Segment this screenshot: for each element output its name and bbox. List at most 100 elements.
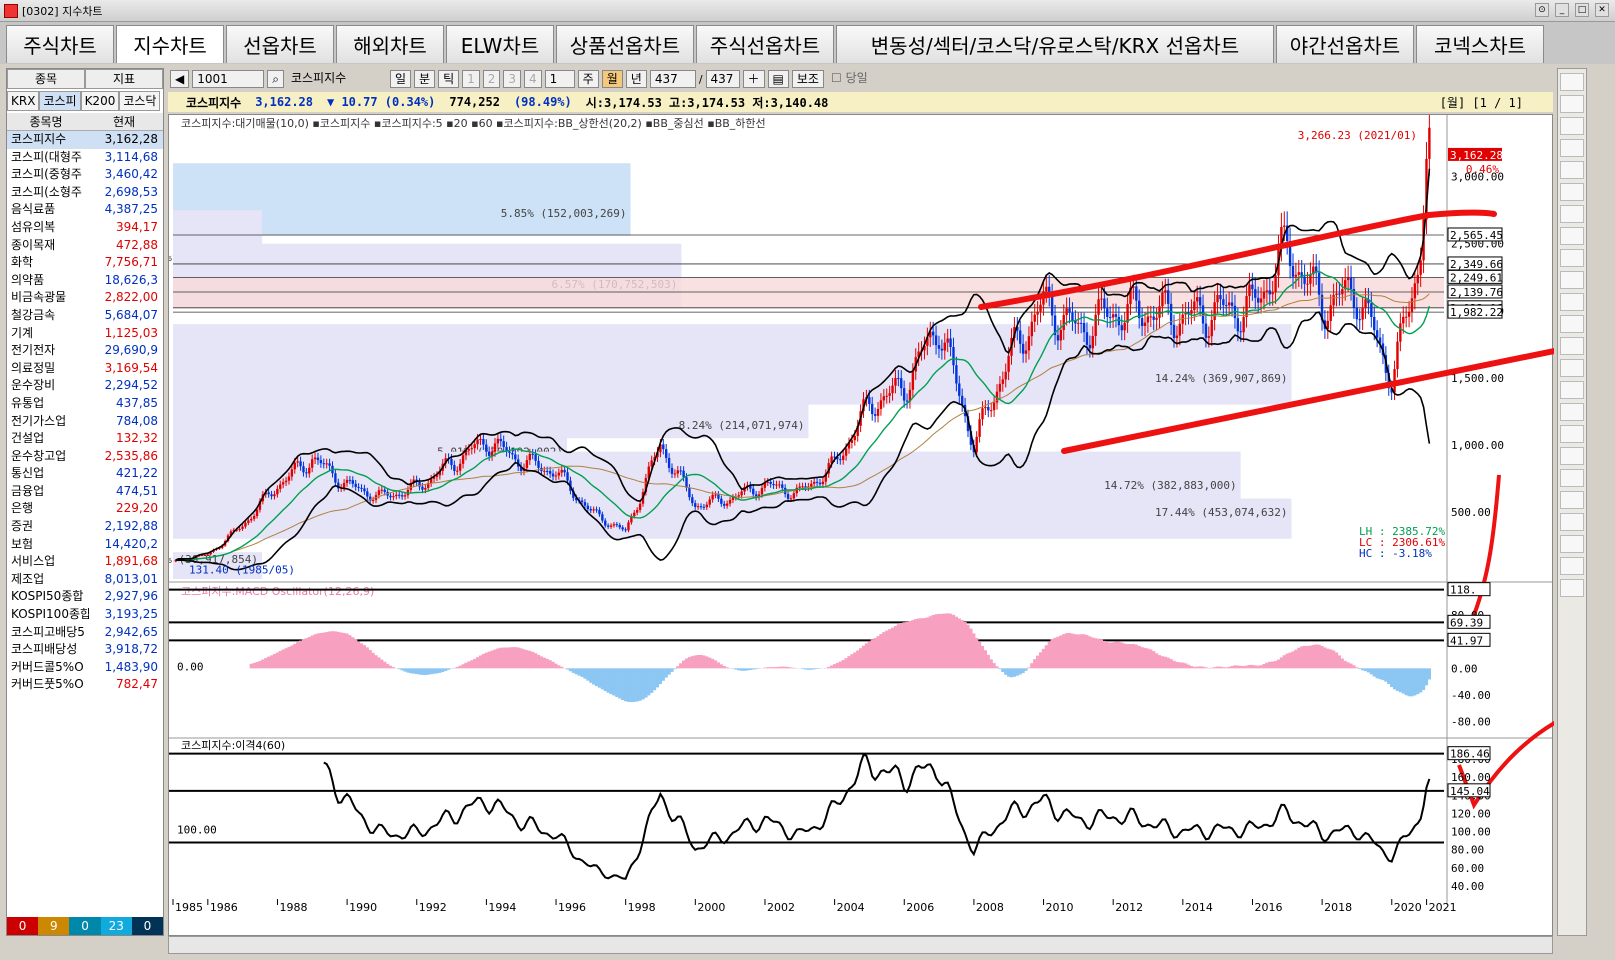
list-item[interactable]: 코스피(대형주 3,114,68 bbox=[7, 149, 163, 167]
tab-overseas-chart[interactable]: 해외차트 bbox=[336, 25, 444, 63]
tool-icon[interactable] bbox=[1560, 557, 1584, 575]
tool-icon[interactable] bbox=[1560, 381, 1584, 399]
tool-icon[interactable] bbox=[1560, 403, 1584, 421]
period-minute[interactable]: 분 bbox=[414, 70, 436, 88]
tool-icon[interactable] bbox=[1560, 535, 1584, 553]
tool-icon[interactable] bbox=[1560, 271, 1584, 289]
tool-icon[interactable] bbox=[1560, 139, 1584, 157]
list-item[interactable]: 코스피(소형주 2,698,53 bbox=[7, 184, 163, 202]
today-checkbox[interactable]: ☐ 당일 bbox=[830, 71, 868, 85]
list-item[interactable]: 보험 14,420,2 bbox=[7, 536, 163, 554]
preset-4[interactable]: 4 bbox=[524, 70, 542, 88]
code-input[interactable]: 1001 bbox=[192, 70, 265, 88]
tool-icon[interactable] bbox=[1560, 337, 1584, 355]
list-item[interactable]: KOSPI100종합 3,193,25 bbox=[7, 606, 163, 624]
chart-area[interactable]: 5.85% (152,003,269)1.26% (32,631,476)6.5… bbox=[139, 109, 1570, 937]
tab-index-chart[interactable]: 지수차트 bbox=[116, 25, 224, 63]
tool-icon[interactable] bbox=[1560, 205, 1584, 223]
list-item[interactable]: 철강금속 5,684,07 bbox=[7, 307, 163, 325]
subtab-kosdaq[interactable]: 코스닥 bbox=[119, 91, 161, 111]
index-name: 기계 bbox=[11, 325, 34, 340]
list-item[interactable]: 유통업 437,85 bbox=[7, 395, 163, 413]
settings-icon[interactable]: ▤ bbox=[767, 70, 789, 88]
subtab-k200[interactable]: K200 bbox=[80, 91, 120, 111]
pin-icon[interactable]: ⊙ bbox=[1535, 3, 1549, 17]
tab-indicators[interactable]: 지표 bbox=[85, 69, 163, 89]
tool-icon[interactable] bbox=[1560, 293, 1584, 311]
preset-2[interactable]: 2 bbox=[482, 70, 501, 88]
list-item[interactable]: 코스피고배당5 2,942,65 bbox=[7, 624, 163, 642]
list-item[interactable]: 비금속광물 2,822,00 bbox=[7, 289, 163, 307]
aux-button[interactable]: 보조 bbox=[791, 70, 824, 88]
tool-icon[interactable] bbox=[1560, 447, 1584, 465]
tool-icon[interactable] bbox=[1560, 425, 1584, 443]
tab-commodity-chart[interactable]: 상품선옵차트 bbox=[556, 25, 694, 63]
list-item[interactable]: 코스피(중형주 3,460,42 bbox=[7, 166, 163, 184]
list-item[interactable]: 커버드풋5%O 782,47 bbox=[7, 676, 163, 694]
tab-elw-chart[interactable]: ELW차트 bbox=[446, 25, 554, 63]
tab-futures-chart[interactable]: 선옵차트 bbox=[226, 25, 334, 63]
tab-volatility-chart[interactable]: 변동성/섹터/코스닥/유로스탁/KRX 선옵차트 bbox=[836, 25, 1274, 63]
subtab-krx[interactable]: KRX bbox=[7, 91, 40, 111]
period-week[interactable]: 주 bbox=[577, 70, 599, 88]
maximize-icon[interactable]: □ bbox=[1575, 3, 1589, 17]
list-item[interactable]: 섬유의복 394,17 bbox=[7, 219, 163, 237]
period-month[interactable]: 월 bbox=[601, 70, 623, 88]
list-item[interactable]: 서비스업 1,891,68 bbox=[7, 553, 163, 571]
subtab-kospi[interactable]: 코스피 bbox=[39, 91, 81, 111]
list-item[interactable]: 운수창고업 2,535,86 bbox=[7, 448, 163, 466]
tool-icon[interactable] bbox=[1560, 161, 1584, 179]
prev-icon[interactable]: ◀ bbox=[170, 70, 190, 88]
list-item[interactable]: 기계 1,125,03 bbox=[7, 325, 163, 343]
list-item[interactable]: 의료정밀 3,169,54 bbox=[7, 360, 163, 378]
tool-icon[interactable] bbox=[1560, 227, 1584, 245]
list-item[interactable]: 금융업 474,51 bbox=[7, 483, 163, 501]
list-item[interactable]: 전기가스업 784,08 bbox=[7, 413, 163, 431]
tool-icon[interactable] bbox=[1560, 117, 1584, 135]
period-day[interactable]: 일 bbox=[389, 70, 412, 88]
list-item[interactable]: 코스피지수 3,162,28 bbox=[7, 131, 163, 149]
list-item[interactable]: 증권 2,192,88 bbox=[7, 518, 163, 536]
tool-icon[interactable] bbox=[1560, 469, 1584, 487]
list-item[interactable]: 전기전자 29,690,9 bbox=[7, 342, 163, 360]
list-item[interactable]: 화학 7,756,71 bbox=[7, 254, 163, 272]
tool-icon[interactable] bbox=[1560, 315, 1584, 333]
tab-night-chart[interactable]: 야간선옵차트 bbox=[1276, 25, 1414, 63]
tool-icon[interactable] bbox=[1560, 359, 1584, 377]
list-item[interactable]: 건설업 132,32 bbox=[7, 430, 163, 448]
tool-icon[interactable] bbox=[1560, 95, 1584, 113]
horizontal-scrollbar[interactable] bbox=[168, 936, 1553, 954]
period-year[interactable]: 년 bbox=[625, 70, 647, 88]
list-item[interactable]: 커버드콜5%O 1,483,90 bbox=[7, 659, 163, 677]
preset-1[interactable]: 1 bbox=[462, 70, 480, 88]
chart-svg[interactable]: 5.85% (152,003,269)1.26% (32,631,476)6.5… bbox=[139, 109, 1570, 937]
tool-icon[interactable] bbox=[1560, 579, 1584, 597]
tool-icon[interactable] bbox=[1560, 183, 1584, 201]
tab-konex-chart[interactable]: 코넥스차트 bbox=[1416, 25, 1544, 63]
preset-3[interactable]: 3 bbox=[503, 70, 522, 88]
list-item[interactable]: 음식료품 4,387,25 bbox=[7, 201, 163, 219]
list-item[interactable]: 종이목재 472,88 bbox=[7, 237, 163, 255]
list-item[interactable]: 통신업 421,22 bbox=[7, 465, 163, 483]
interval-select[interactable]: 1 bbox=[544, 70, 575, 88]
list-item[interactable]: 운수장비 2,294,52 bbox=[7, 377, 163, 395]
list-item[interactable]: KOSPI50종합 2,927,96 bbox=[7, 588, 163, 606]
tool-icon[interactable] bbox=[1560, 491, 1584, 509]
tab-stock-option-chart[interactable]: 주식선옵차트 bbox=[696, 25, 834, 63]
list-item[interactable]: 은행 229,20 bbox=[7, 500, 163, 518]
tab-symbols[interactable]: 종목 bbox=[7, 69, 85, 89]
count-input[interactable]: 437 bbox=[649, 70, 696, 88]
tab-stock-chart[interactable]: 주식차트 bbox=[6, 25, 114, 63]
close-icon[interactable]: ✕ bbox=[1595, 3, 1609, 17]
candle-body bbox=[984, 406, 987, 409]
period-tick[interactable]: 틱 bbox=[438, 70, 460, 88]
list-item[interactable]: 의약품 18,626,3 bbox=[7, 272, 163, 290]
list-item[interactable]: 제조업 8,013,01 bbox=[7, 571, 163, 589]
add-icon[interactable]: ＋ bbox=[742, 70, 765, 88]
tool-icon[interactable] bbox=[1560, 73, 1584, 91]
list-item[interactable]: 코스피배당성 3,918,72 bbox=[7, 641, 163, 659]
search-icon[interactable]: ⌕ bbox=[267, 70, 284, 88]
tool-icon[interactable] bbox=[1560, 249, 1584, 267]
minimize-icon[interactable]: _ bbox=[1555, 3, 1569, 17]
tool-icon[interactable] bbox=[1560, 513, 1584, 531]
